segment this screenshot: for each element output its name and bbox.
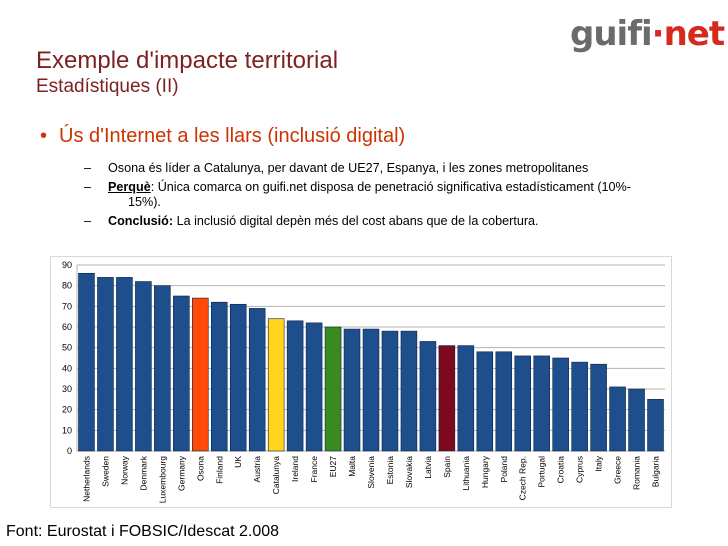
slide-subtitle: Estadístiques (II) xyxy=(36,76,179,97)
sub-bullet-2-text: : Única comarca on guifi.net disposa de … xyxy=(150,180,631,194)
x-category-label: Czech Rep. xyxy=(518,456,528,500)
x-category-label: Poland xyxy=(499,456,509,483)
x-category-label: Cyprus xyxy=(575,456,585,483)
sub-bullet-2-continuation: 15%). xyxy=(128,195,161,209)
x-category-label: Denmark xyxy=(138,455,148,490)
bar-poland: Poland: 48 xyxy=(495,351,513,452)
sub-bullet-1: – Osona és líder a Catalunya, per davant… xyxy=(84,161,694,176)
bar-croatia: Croatia: 45 xyxy=(552,357,569,452)
x-category-label: Ireland xyxy=(290,456,300,482)
bar-malta: Malta: 59 xyxy=(343,328,361,452)
bar-greece: Greece: 31 xyxy=(609,386,626,452)
bar-netherlands: Netherlands: 86 xyxy=(78,272,95,452)
sub-bullet-2-label: Perquè xyxy=(108,180,151,194)
x-category-label: Estonia xyxy=(385,456,395,485)
bar-italy: Italy: 42 xyxy=(590,363,607,452)
bar-slovakia: Slovakia: 58 xyxy=(400,330,418,452)
bar-denmark: Denmark: 82 xyxy=(135,281,152,452)
x-category-label: EU27 xyxy=(328,456,338,478)
bullet-text: Ús d'Internet a les llars (inclusió digi… xyxy=(59,125,406,147)
bar-hungary: Hungary: 48 xyxy=(476,351,494,452)
main-bullet: • Ús d'Internet a les llars (inclusió dig… xyxy=(40,125,405,148)
bar-finland: Finland: 72 xyxy=(210,301,228,452)
x-category-label: Malta xyxy=(347,456,357,477)
x-category-label: Sweden xyxy=(100,456,110,487)
bar-austria: Austria: 69 xyxy=(248,308,266,452)
x-category-label: Finland xyxy=(214,456,224,484)
bar-estonia: Estonia: 58 xyxy=(381,330,399,452)
sub-bullet-2: – Perquè: Única comarca on guifi.net dis… xyxy=(84,180,694,210)
sub-bullet-1-text: Osona és líder a Catalunya, per davant d… xyxy=(108,161,589,175)
bar-sweden: Sweden: 84 xyxy=(97,277,114,452)
sub-bullets: – Osona és líder a Catalunya, per davant… xyxy=(84,161,694,233)
bar-uk: UK: 71 xyxy=(229,303,247,452)
y-tick-label: 60 xyxy=(62,322,72,332)
x-category-label: Slovakia xyxy=(404,456,414,488)
bar-spain: Spain: 51 xyxy=(438,345,456,452)
bar-chart: 0 10 20 30 40 50 60 70 80 90 Netherlands: 86 Nether… xyxy=(50,256,672,508)
y-tick-label: 70 xyxy=(62,301,72,311)
sub-marker: – xyxy=(84,180,92,194)
bar-chart-svg: 0 10 20 30 40 50 60 70 80 90 Netherlands: 86 Nether… xyxy=(62,260,665,504)
y-tick-label: 50 xyxy=(62,343,72,353)
x-category-label: France xyxy=(309,456,319,483)
x-category-label: Norway xyxy=(119,455,129,485)
x-category-label: Romania xyxy=(632,456,642,490)
bar-romania: Romania: 30 xyxy=(628,388,645,452)
x-category-label: Greece xyxy=(613,456,623,484)
bullet-marker: • xyxy=(40,125,48,147)
bar-lithuania: Lithuania: 51 xyxy=(457,345,475,452)
bar-eu27: EU27: 60 xyxy=(324,326,342,452)
y-tick-label: 40 xyxy=(62,363,72,373)
bar-norway: Norway: 84 xyxy=(116,277,133,452)
sub-bullet-3-text: La inclusió digital depèn més del cost a… xyxy=(173,214,539,228)
y-tick-label: 10 xyxy=(62,425,72,435)
x-category-label: Osona xyxy=(195,456,205,481)
bar-france: France: 62 xyxy=(305,322,323,452)
bar-ireland: Ireland: 63 xyxy=(286,320,304,452)
x-category-label: Croatia xyxy=(556,456,566,484)
bar-osona: Osona: 74 xyxy=(192,297,209,452)
x-category-label: Bulgaria xyxy=(651,456,661,487)
y-tick-label: 90 xyxy=(62,260,72,270)
x-category-label: Spain xyxy=(442,456,452,478)
x-category-label: Hungary xyxy=(480,455,490,488)
source-note: Font: Eurostat i FOBSIC/Idescat 2.008 xyxy=(6,523,280,540)
x-category-label: Portugal xyxy=(537,456,547,488)
bar-cyprus: Cyprus: 43 xyxy=(571,361,588,452)
bar-luxembourg: Luxembourg: 80 xyxy=(154,285,171,452)
y-tick-label: 20 xyxy=(62,405,72,415)
y-tick-label: 0 xyxy=(67,446,72,456)
bar-portugal: Portugal: 46 xyxy=(533,355,550,452)
x-category-label: Austria xyxy=(252,456,262,483)
y-tick-label: 30 xyxy=(62,384,72,394)
logo-part-1: guifi xyxy=(570,14,653,54)
bar-catalunya: Catalunya: 64 xyxy=(267,318,285,452)
sub-marker: – xyxy=(84,214,92,228)
sub-bullet-3: – Conclusió: La inclusió digital depèn m… xyxy=(84,214,694,229)
sub-marker: – xyxy=(84,161,92,175)
bar-germany: Germany: 75 xyxy=(173,295,190,452)
bar-slovenia: Slovenia: 59 xyxy=(362,328,380,452)
logo-dot: · xyxy=(651,14,665,54)
y-tick-label: 80 xyxy=(62,281,72,291)
x-category-label: Catalunya xyxy=(271,456,281,495)
sub-bullet-3-label: Conclusió: xyxy=(108,214,174,228)
bar-latvia: Latvia: 53 xyxy=(419,341,437,452)
bar-czech-rep-: Czech Rep.: 46 xyxy=(514,355,532,452)
guifi-net-logo: guifi·net xyxy=(570,14,726,54)
x-category-label: Germany xyxy=(176,455,186,491)
x-category-label: Luxembourg xyxy=(157,456,167,504)
x-category-label: Latvia xyxy=(423,456,433,479)
x-category-label: Italy xyxy=(594,455,604,471)
logo-part-2: net xyxy=(663,14,726,54)
x-category-label: UK xyxy=(233,456,243,468)
x-category-label: Lithuania xyxy=(461,456,471,491)
slide-title: Exemple d'impacte territorial xyxy=(36,47,339,74)
x-category-label: Netherlands xyxy=(81,456,91,502)
bar-bulgaria: Bulgaria: 25 xyxy=(647,399,664,452)
x-category-label: Slovenia xyxy=(366,456,376,489)
